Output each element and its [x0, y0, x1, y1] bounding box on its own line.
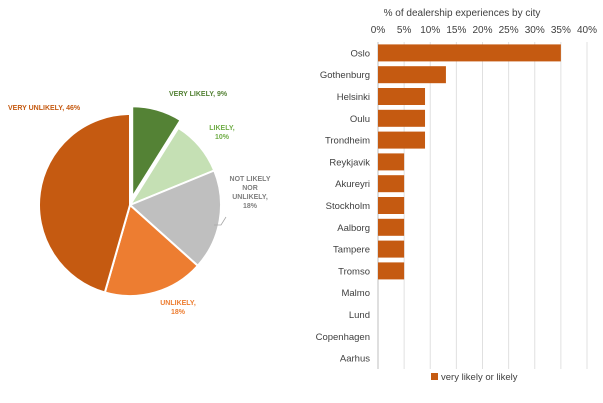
pie-slice-very-unlikely: [38, 112, 131, 294]
x-tick-label: 0%: [371, 25, 386, 36]
x-tick-label: 20%: [472, 25, 492, 36]
x-tick-label: 10%: [420, 25, 440, 36]
category-label-malmo: Malmo: [341, 288, 370, 299]
category-label-gothenburg: Gothenburg: [320, 70, 370, 81]
bar-helsinki: [378, 88, 426, 105]
x-tick-label: 30%: [525, 25, 545, 36]
category-label-oslo: Oslo: [350, 48, 370, 59]
pie-slice-unlikely: [103, 203, 200, 297]
x-tick-label: 25%: [499, 25, 519, 36]
x-tick-label: 5%: [397, 25, 412, 36]
pie-label-likely: LIKELY, 10%: [209, 125, 234, 141]
category-label-tromso: Tromso: [338, 266, 370, 277]
category-label-tampere: Tampere: [333, 245, 370, 256]
pie-label-very-likely: VERY LIKELY, 9%: [169, 91, 228, 98]
x-tick-label: 35%: [551, 25, 571, 36]
pie-label-unlikely: UNLIKELY, 18%: [160, 300, 196, 316]
bar-stockholm: [378, 197, 405, 214]
bar-akureyri: [378, 175, 405, 193]
bar-reykjavik: [378, 153, 405, 171]
category-label-copenhagen: Copenhagen: [316, 332, 370, 343]
bar-oslo: [378, 44, 561, 62]
category-label-aarhus: Aarhus: [340, 354, 370, 365]
pie-slice-very-likely: [131, 105, 182, 201]
bar-chart-title: % of dealership experiences by city: [384, 8, 541, 19]
category-label-akureyri: Akureyri: [335, 179, 370, 190]
category-label-aalborg: Aalborg: [337, 223, 370, 234]
bar-tromso: [378, 262, 405, 280]
bar-oulu: [378, 109, 426, 127]
legend-label: very likely or likely: [441, 372, 518, 383]
category-label-lund: Lund: [349, 310, 370, 321]
bar-chart: % of dealership experiences by city 0% 5%…: [316, 8, 598, 383]
pie-leader-line: [214, 216, 227, 226]
x-tick-label: 40%: [577, 25, 597, 36]
category-label-helsinki: Helsinki: [337, 92, 370, 103]
pie-label-very-unlikely: VERY UNLIKELY, 46%: [8, 105, 81, 112]
x-tick-label: 15%: [446, 25, 466, 36]
pie-chart: VERY LIKELY, 9% LIKELY, 10% NOT LIKELY NOR UN…: [8, 91, 271, 316]
pie-label-not-likely-nor-unlikely: NOT LIKELY NOR UNLIKELY, 18%: [230, 176, 271, 210]
legend-swatch: [431, 373, 438, 380]
category-label-trondheim: Trondheim: [325, 136, 370, 147]
category-label-reykjavik: Reykjavik: [329, 157, 370, 168]
bar-aalborg: [378, 218, 405, 236]
bar-trondheim: [378, 131, 426, 149]
category-label-stockholm: Stockholm: [326, 201, 370, 212]
category-label-oulu: Oulu: [350, 114, 370, 125]
pie-slice-not-likely-nor-unlikely: [128, 169, 222, 268]
bar-gothenburg: [378, 66, 446, 84]
bar-tampere: [378, 240, 405, 258]
